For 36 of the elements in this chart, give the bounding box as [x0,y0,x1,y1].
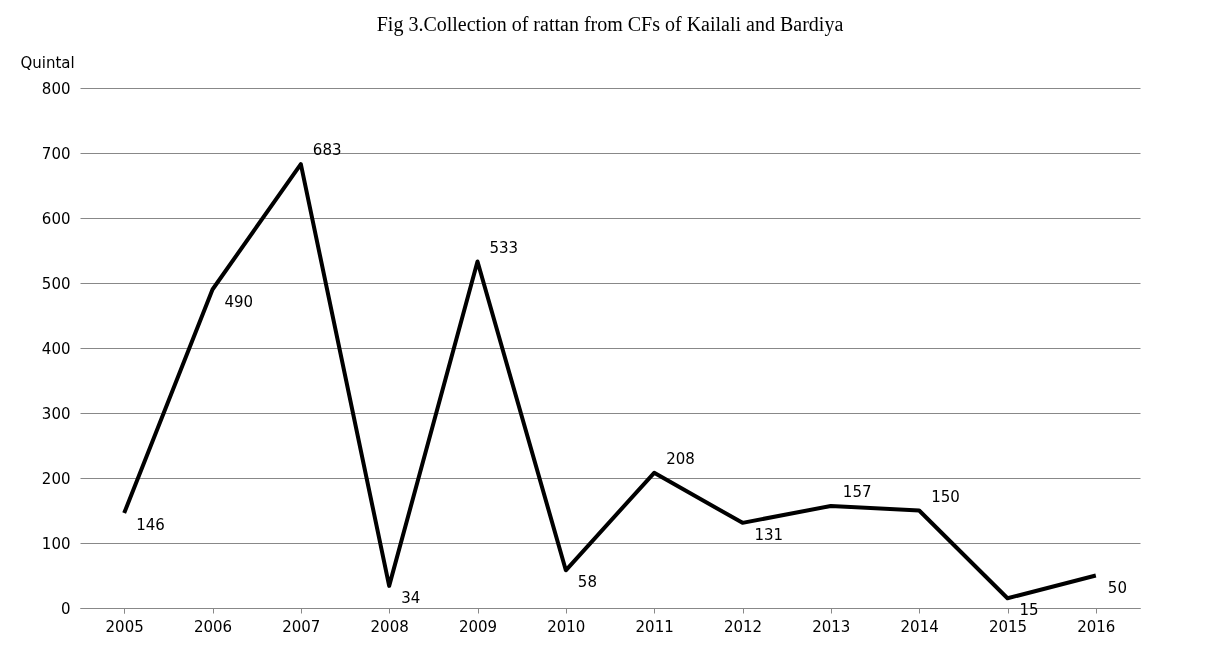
y-axis-title: Quintal [20,53,75,72]
chart-title: Fig 3.Collection of rattan from CFs of Kailali and Bardiya [376,13,844,36]
data-label: 533 [489,238,519,257]
y-tick-label: 600 [41,209,71,228]
y-tick-label: 500 [41,274,71,293]
y-tick-label: 800 [41,79,71,98]
data-label: 683 [312,141,342,160]
data-label: 490 [224,292,254,311]
data-label: 34 [401,588,421,607]
y-tick-label: 0 [60,599,71,618]
data-label: 58 [577,573,597,592]
y-tick-label: 700 [41,144,71,163]
y-tick-label: 400 [41,339,71,358]
x-tick-label: 2015 [988,617,1028,636]
x-tick-label: 2014 [900,617,939,636]
x-tick-label: 2010 [547,617,586,636]
x-tick-label: 2006 [193,617,233,636]
x-tick-label: 2007 [282,617,321,636]
x-tick-label: 2005 [105,617,144,636]
line-series [122,162,1098,601]
y-tick-label: 200 [41,469,71,488]
data-label: 157 [842,482,872,501]
y-tick-label: 100 [41,534,71,553]
x-tick-label: 2013 [812,617,851,636]
y-tick-label: 300 [41,404,71,423]
data-label: 131 [754,525,784,544]
data-label: 146 [136,516,165,535]
x-tick-label: 2011 [635,617,674,636]
x-tick-label: 2012 [723,617,763,636]
data-label: 208 [666,449,695,468]
x-tick-label: 2009 [458,617,498,636]
data-label: 150 [931,487,960,506]
x-tick-label: 2008 [370,617,409,636]
data-label: 50 [1107,578,1127,597]
x-tick-label: 2016 [1077,617,1116,636]
data-label: 15 [1019,601,1039,620]
